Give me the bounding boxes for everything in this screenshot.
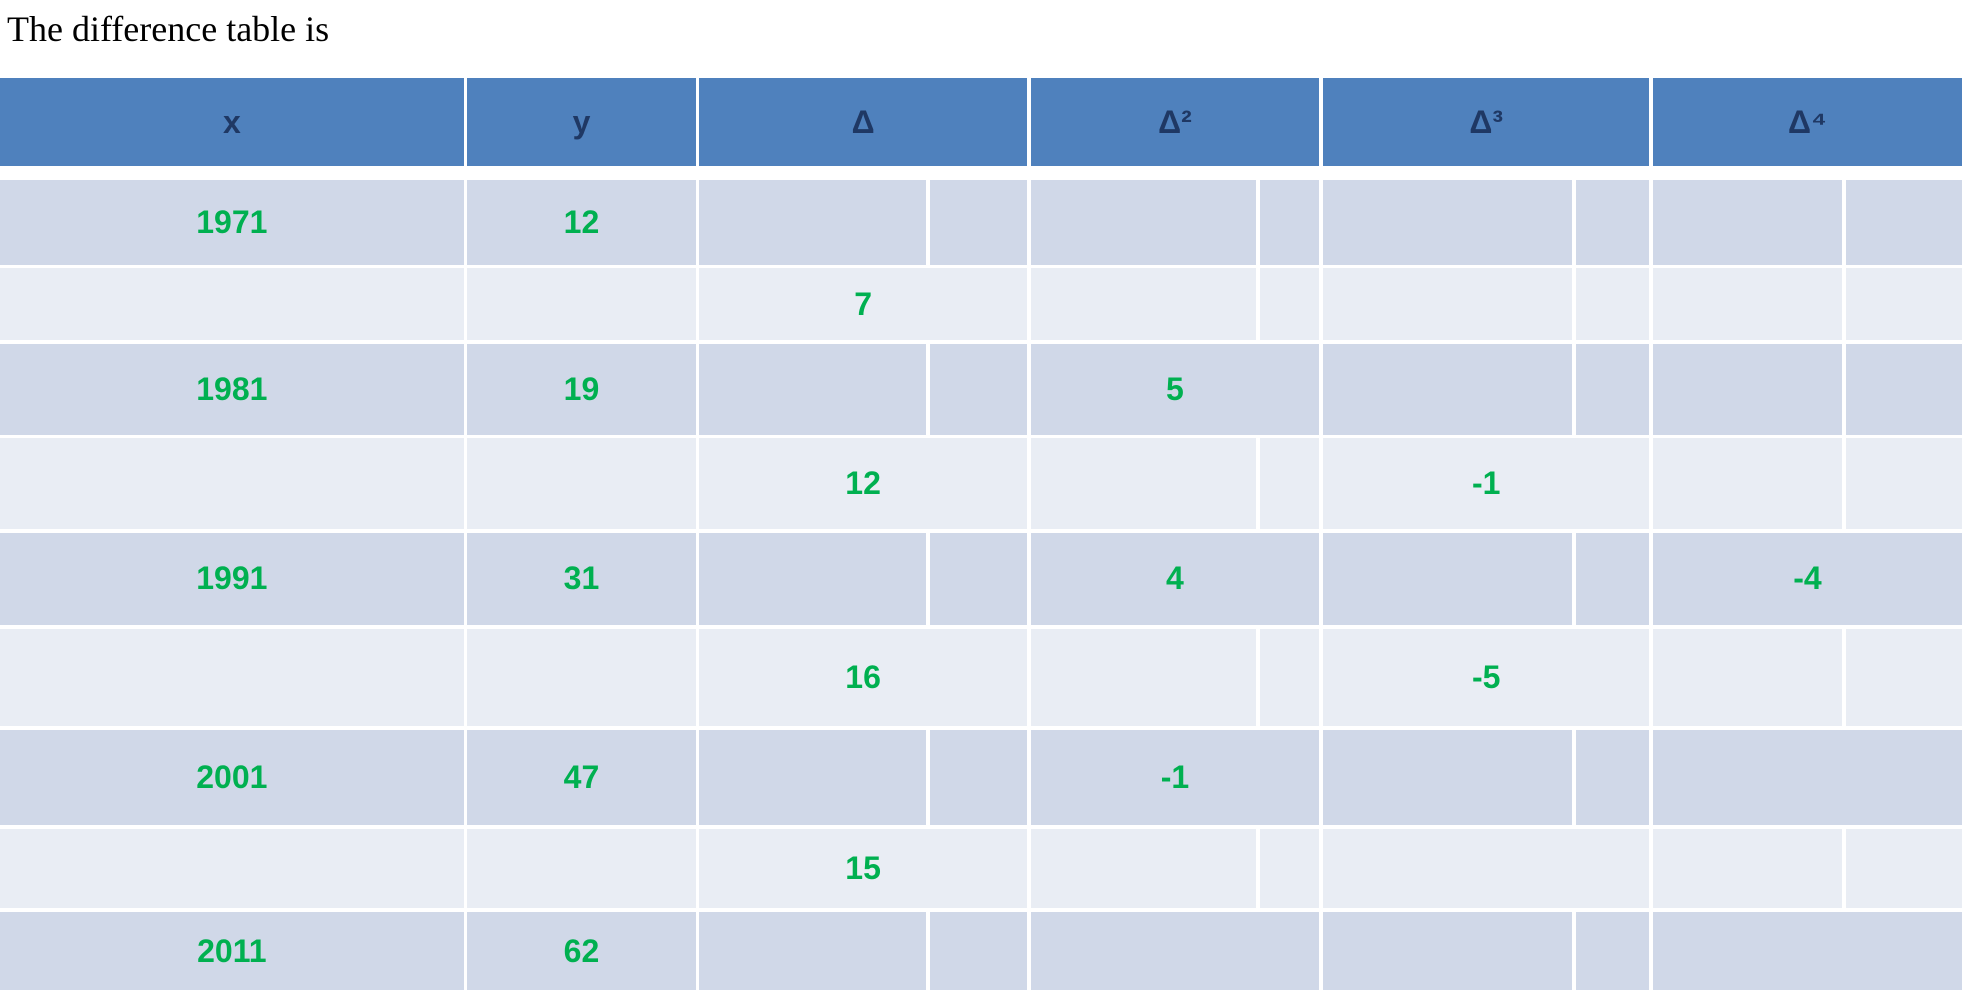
table-cell: 19 [467, 343, 696, 435]
table-cell [1653, 438, 1962, 530]
cell-divider [926, 912, 931, 991]
table-cell: -4 [1653, 532, 1962, 625]
table-cell [467, 268, 696, 341]
header-cell: y [467, 78, 696, 167]
table-cell [0, 628, 464, 726]
header-cell: x [0, 78, 464, 167]
table-cell [467, 438, 696, 530]
cell-divider [926, 532, 931, 625]
table-cell [1030, 180, 1320, 265]
table-cell: 62 [467, 912, 696, 991]
table-cell [1653, 268, 1962, 341]
cell-divider [1842, 628, 1847, 726]
table-cell [1323, 343, 1650, 435]
table-cell: 1971 [0, 180, 464, 265]
table-cell [1030, 829, 1320, 909]
table-cell: 31 [467, 532, 696, 625]
table-cell [699, 729, 1027, 826]
table-cell: 5 [1030, 343, 1320, 435]
cell-divider [926, 343, 931, 435]
header-cell: Δ³ [1323, 78, 1650, 167]
cell-divider [1256, 180, 1261, 265]
cell-divider [926, 180, 931, 265]
cell-divider [926, 729, 931, 826]
table-cell [1323, 532, 1650, 625]
table-cell: 47 [467, 729, 696, 826]
table-cell [1323, 180, 1650, 265]
cell-divider [1572, 180, 1577, 265]
table-cell [1030, 438, 1320, 530]
table-cell [1653, 180, 1962, 265]
table-cell [699, 912, 1027, 991]
table-cell: 15 [699, 829, 1027, 909]
table-cell [1653, 729, 1962, 826]
table-cell [699, 180, 1027, 265]
table-cell [467, 829, 696, 909]
cell-divider [1842, 268, 1847, 341]
table-cell: -1 [1323, 438, 1650, 530]
cell-divider [1256, 628, 1261, 726]
header-cell: Δ⁴ [1653, 78, 1962, 167]
table-cell: 4 [1030, 532, 1320, 625]
table-cell [467, 628, 696, 726]
table-cell: -5 [1323, 628, 1650, 726]
table-cell [1030, 912, 1320, 991]
table-cell [699, 532, 1027, 625]
cell-divider [1572, 532, 1577, 625]
cell-divider [1572, 268, 1577, 341]
table-cell: -1 [1030, 729, 1320, 826]
table-cell [1323, 268, 1650, 341]
table-cell [0, 438, 464, 530]
table-cell: 12 [467, 180, 696, 265]
cell-divider [1572, 343, 1577, 435]
table-cell: 2011 [0, 912, 464, 991]
table-cell: 2001 [0, 729, 464, 826]
table-cell [1653, 628, 1962, 726]
cell-divider [1572, 729, 1577, 826]
cell-divider [1842, 180, 1847, 265]
table-cell: 7 [699, 268, 1027, 341]
cell-divider [1842, 438, 1847, 530]
table-cell: 12 [699, 438, 1027, 530]
table-cell [1653, 829, 1962, 909]
cell-divider [1842, 829, 1847, 909]
table-cell [0, 268, 464, 341]
table-cell: 1991 [0, 532, 464, 625]
table-cell [0, 829, 464, 909]
cell-divider [1256, 829, 1261, 909]
table-cell [1030, 628, 1320, 726]
table-cell: 1981 [0, 343, 464, 435]
table-cell [1653, 912, 1962, 991]
table-cell [1653, 343, 1962, 435]
cell-divider [1842, 343, 1847, 435]
table-cell: 16 [699, 628, 1027, 726]
header-cell: Δ² [1030, 78, 1320, 167]
table-cell [1030, 268, 1320, 341]
table-cell [1323, 912, 1650, 991]
cell-divider [1572, 912, 1577, 991]
cell-divider [1256, 268, 1261, 341]
cell-divider [1256, 438, 1261, 530]
table-cell [1323, 729, 1650, 826]
intro-text: The difference table is [7, 9, 330, 49]
table-cell [1323, 829, 1650, 909]
table-cell [699, 343, 1027, 435]
header-cell: Δ [699, 78, 1027, 167]
